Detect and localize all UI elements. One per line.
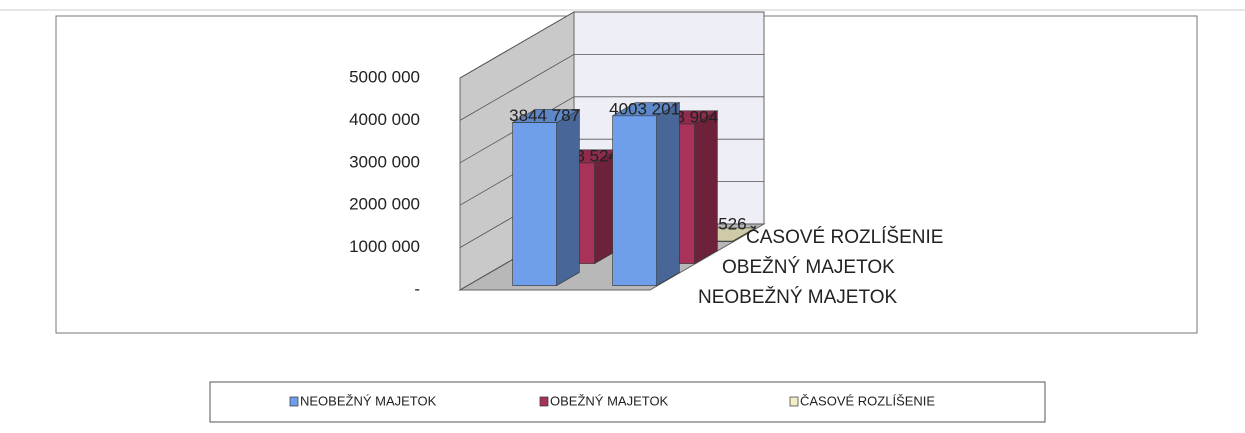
bar-side [695, 111, 718, 264]
bar-front [513, 123, 557, 286]
value-label: 3844 787 [509, 106, 580, 125]
y-tick-label: - [414, 279, 420, 298]
bar-side [657, 103, 680, 286]
value-label: 4003 201 [609, 99, 680, 118]
legend-swatch [790, 397, 798, 406]
legend-label: ČASOVÉ ROZLÍŠENIE [800, 393, 935, 408]
bar [613, 103, 680, 286]
legend-label: OBEŽNÝ MAJETOK [550, 393, 669, 408]
bar [513, 109, 580, 285]
legend-swatch [290, 397, 298, 406]
legend-swatch [540, 397, 548, 406]
bar-front [613, 116, 657, 286]
y-tick-label: 5000 000 [349, 67, 420, 86]
bar-side [557, 109, 580, 285]
depth-label: ČASOVÉ ROZLÍŠENIE [746, 226, 943, 248]
depth-label: NEOBEŽNÝ MAJETOK [698, 286, 898, 308]
y-tick-label: 1000 000 [349, 237, 420, 256]
y-tick-label: 2000 000 [349, 195, 420, 214]
depth-label: OBEŽNÝ MAJETOK [722, 256, 895, 278]
y-tick-label: 4000 000 [349, 110, 420, 129]
y-tick-label: 3000 000 [349, 152, 420, 171]
legend: NEOBEŽNÝ MAJETOK OBEŽNÝ MAJETOK ČASOVÉ ROZ… [290, 393, 935, 408]
legend-label: NEOBEŽNÝ MAJETOK [300, 393, 437, 408]
